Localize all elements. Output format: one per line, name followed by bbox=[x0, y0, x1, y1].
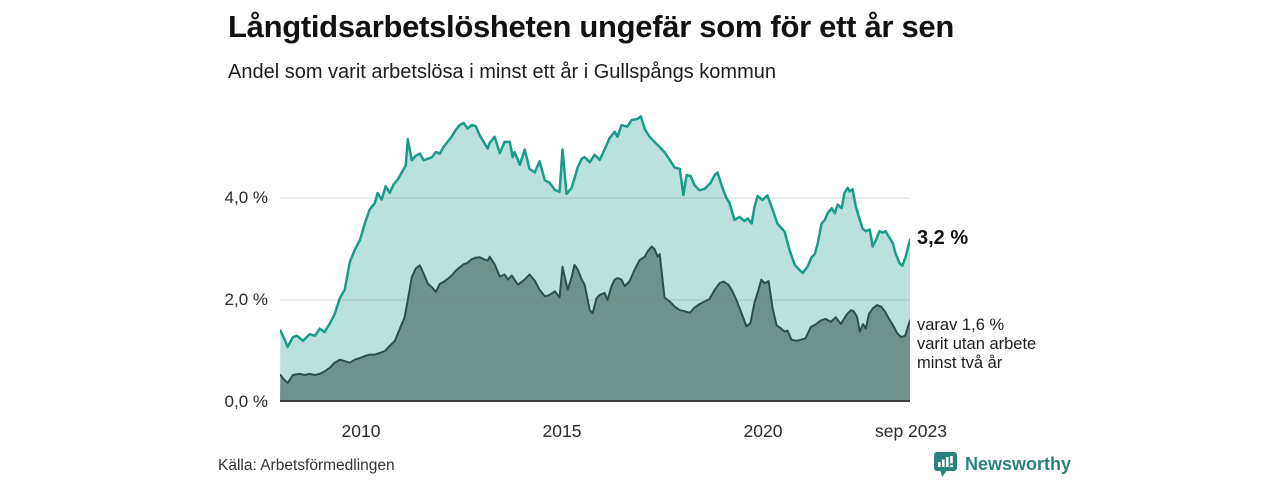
sub-annotation-line2: varit utan arbete bbox=[917, 335, 1037, 353]
newsworthy-logo-icon bbox=[934, 452, 957, 477]
x-axis-tick-2020: 2020 bbox=[743, 421, 783, 441]
y-axis-tick-4: 4,0 % bbox=[224, 188, 268, 207]
unemployment-area-chart bbox=[280, 115, 910, 402]
x-axis-tick-sep-2023: sep 2023 bbox=[874, 421, 947, 441]
x-axis-tick-2015: 2015 bbox=[542, 421, 582, 441]
newsworthy-brand: Newsworthy bbox=[933, 451, 1071, 478]
area-fill bbox=[280, 246, 910, 402]
source-caption: Källa: Arbetsförmedlingen bbox=[218, 457, 395, 474]
x-axis-tick-2010: 2010 bbox=[341, 421, 381, 441]
end-value-annotation: 3,2 % bbox=[917, 227, 969, 249]
page-title: Långtidsarbetslösheten ungefär som för e… bbox=[228, 9, 955, 44]
sub-annotation-line3: minst två år bbox=[917, 354, 1003, 372]
sub-annotation: varav 1,6 % varit utan arbete minst två … bbox=[917, 316, 1036, 373]
y-axis-tick-0: 0,0 % bbox=[224, 392, 268, 411]
sub-annotation-line1: varav 1,6 % bbox=[917, 316, 1005, 334]
series-line bbox=[280, 245, 910, 385]
y-axis-tick-2: 2,0 % bbox=[224, 290, 268, 309]
page-subtitle: Andel som varit arbetslösa i minst ett å… bbox=[228, 61, 776, 83]
series-line bbox=[280, 115, 910, 349]
area-fill bbox=[280, 116, 910, 402]
newsworthy-logo-text: Newsworthy bbox=[965, 454, 1072, 474]
